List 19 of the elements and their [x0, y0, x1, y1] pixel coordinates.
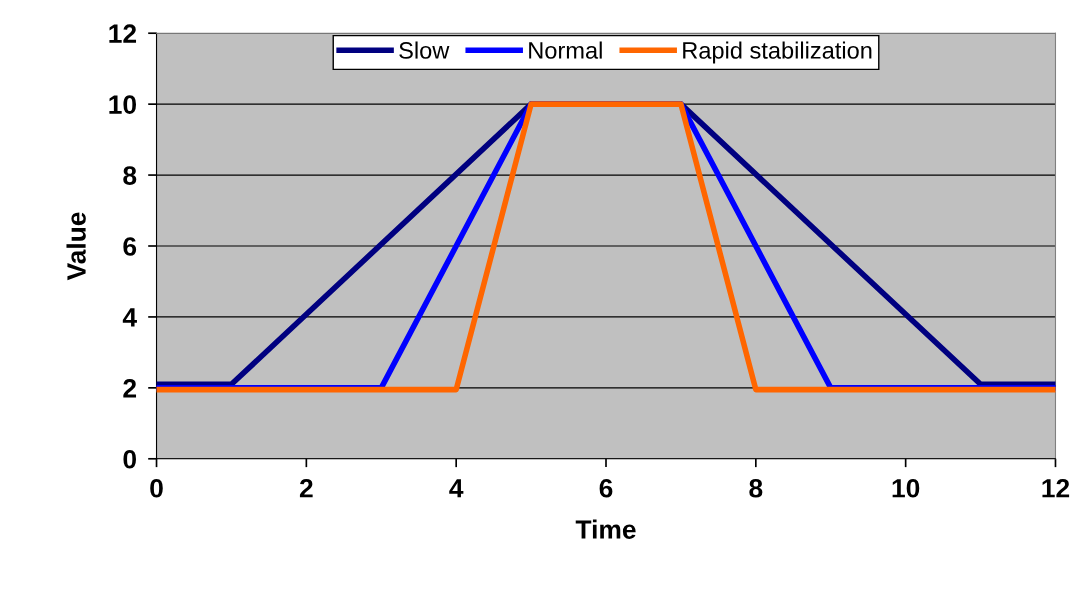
y-axis-title: Value: [66, 212, 86, 281]
y-tick-label: 0: [123, 449, 136, 469]
legend-label: Slow: [399, 41, 450, 59]
x-tick-label: 10: [892, 478, 920, 498]
y-tick-label: 12: [109, 24, 137, 43]
x-tick-label: 12: [1042, 478, 1070, 498]
y-tick-label: 6: [123, 237, 137, 256]
x-axis-title: Time: [575, 519, 636, 539]
x-tick-label: 8: [749, 478, 763, 498]
x-tick-label: 2: [299, 478, 313, 498]
y-tick-label: 8: [123, 166, 137, 185]
legend-label: Rapid stabilization: [683, 41, 872, 64]
x-tick-label: 4: [449, 479, 464, 498]
y-tick-label: 10: [109, 95, 136, 114]
x-tick-label: 6: [599, 478, 613, 498]
x-tick-label: 0: [150, 478, 163, 498]
legend-label: Normal: [529, 41, 602, 59]
y-tick-label: 4: [122, 308, 137, 327]
y-tick-label: 2: [123, 379, 137, 398]
